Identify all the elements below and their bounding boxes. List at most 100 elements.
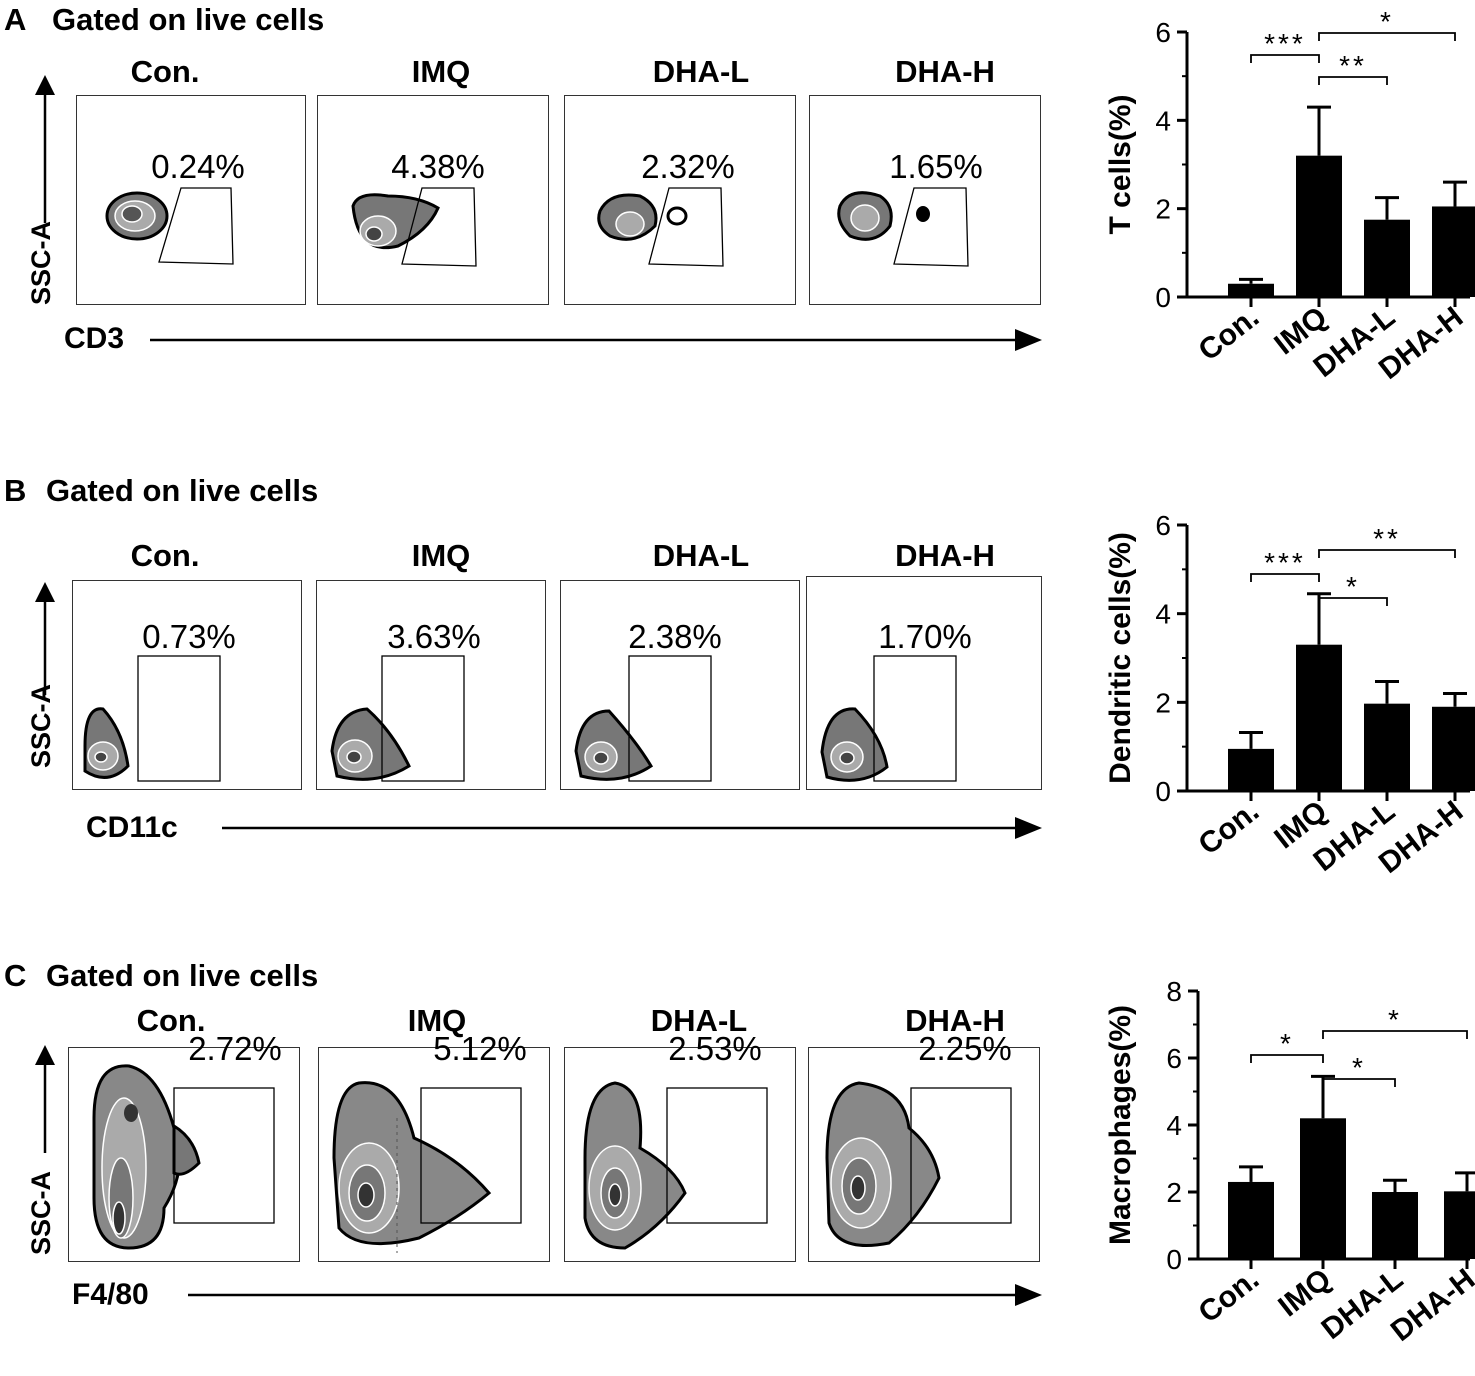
significance-bracket bbox=[1318, 549, 1456, 558]
flow-plot-imq bbox=[317, 95, 549, 305]
significance-label: ** bbox=[1339, 50, 1367, 81]
gate-percentage-dha-h: 2.25% bbox=[918, 1030, 1012, 1067]
x-axis-arrow bbox=[188, 1284, 1042, 1306]
gate-percentage-dha-h: 1.70% bbox=[878, 618, 972, 655]
bar-imq bbox=[1296, 644, 1342, 791]
y-tick-label: 8 bbox=[1166, 976, 1182, 1007]
group-label-con: Con. bbox=[136, 1003, 206, 1038]
y-tick-label: 4 bbox=[1155, 105, 1171, 136]
panel-letter: C bbox=[4, 958, 27, 993]
gate-title: Gated on live cells bbox=[46, 958, 319, 993]
flow-plot-dha-l bbox=[560, 580, 800, 790]
flow-plot-dha-h bbox=[809, 95, 1041, 305]
x-axis-marker-label: CD3 bbox=[64, 322, 125, 355]
y-tick-label: 2 bbox=[1166, 1177, 1182, 1208]
bar-imq bbox=[1300, 1118, 1346, 1259]
flow-contour-dha-l bbox=[597, 187, 724, 267]
flow-contour-dha-l bbox=[583, 1081, 768, 1250]
group-label-dha-l: DHA-L bbox=[650, 1003, 748, 1038]
flow-contour-imq bbox=[351, 187, 477, 267]
significance-label: ** bbox=[1373, 523, 1401, 554]
significance-bracket bbox=[1322, 1078, 1396, 1087]
gate-percentage-imq: 4.38% bbox=[391, 148, 485, 185]
group-label-imq: IMQ bbox=[407, 1003, 467, 1038]
significance-label: * bbox=[1388, 1004, 1402, 1035]
flow-contour-dha-h bbox=[837, 187, 969, 267]
flow-plot-dha-h bbox=[808, 1047, 1040, 1262]
significance-bracket bbox=[1318, 32, 1456, 41]
panel-c: C Gated on live cells Con. IMQ DHA-L DHA… bbox=[0, 950, 1475, 1376]
bar-imq bbox=[1296, 155, 1342, 297]
x-axis-arrow bbox=[222, 817, 1042, 839]
significance-bracket bbox=[1250, 1054, 1324, 1063]
x-axis-marker-label: CD11c bbox=[86, 811, 178, 844]
flow-contour-con bbox=[105, 187, 234, 265]
gate-percentage-con: 0.73% bbox=[142, 618, 236, 655]
flow-contour-imq bbox=[332, 1081, 522, 1253]
bar-dhah bbox=[1432, 206, 1475, 297]
group-label-dha-h: DHA-H bbox=[895, 54, 995, 89]
y-tick-label: 2 bbox=[1155, 687, 1171, 718]
gate-percentage-dha-l: 2.32% bbox=[641, 148, 735, 185]
panel-letter: B bbox=[4, 473, 27, 508]
y-tick-label: 6 bbox=[1155, 510, 1171, 541]
bar-con bbox=[1228, 283, 1274, 297]
flow-contour-con bbox=[83, 655, 221, 782]
significance-bracket bbox=[1318, 597, 1388, 606]
bar-dhah bbox=[1432, 706, 1475, 791]
flow-contour-dha-h bbox=[820, 655, 957, 782]
flow-contour-imq bbox=[330, 655, 465, 782]
gate-percentage-dha-h: 1.65% bbox=[889, 148, 983, 185]
flow-contour-dha-h bbox=[825, 1081, 1012, 1247]
flow-plot-dha-l bbox=[564, 1047, 796, 1262]
gate-percentage-imq: 5.12% bbox=[433, 1030, 527, 1067]
gate-title: Gated on live cells bbox=[52, 2, 325, 37]
gate-percentage-con: 0.24% bbox=[151, 148, 245, 185]
significance-bracket bbox=[1250, 54, 1320, 63]
bar-dhal bbox=[1364, 703, 1410, 791]
flow-plot-imq bbox=[318, 1047, 550, 1262]
bar-dhal bbox=[1364, 219, 1410, 297]
bar-con bbox=[1228, 1181, 1274, 1259]
significance-bracket bbox=[1322, 1030, 1468, 1039]
group-label-dha-l: DHA-L bbox=[652, 538, 750, 573]
flow-contour-con bbox=[92, 1064, 275, 1250]
y-tick-label: 0 bbox=[1166, 1244, 1182, 1275]
group-label-dha-h: DHA-H bbox=[895, 538, 995, 573]
group-label-con: Con. bbox=[130, 54, 200, 89]
flow-plot-con bbox=[76, 95, 306, 305]
group-label-imq: IMQ bbox=[411, 538, 471, 573]
panel-b: B Gated on live cells Con. IMQ DHA-L DHA… bbox=[0, 470, 1475, 960]
x-tick-label: Con. bbox=[1192, 1263, 1265, 1330]
bar-dhah bbox=[1444, 1191, 1475, 1259]
y-axis-title: Dendritic cells(%) bbox=[1104, 532, 1137, 784]
flow-plot-dha-l bbox=[564, 95, 796, 305]
significance-label: * bbox=[1346, 571, 1360, 602]
y-axis-title: Macrophages(%) bbox=[1104, 1005, 1137, 1245]
y-tick-label: 6 bbox=[1166, 1043, 1182, 1074]
panel-letter: A bbox=[4, 2, 27, 37]
group-label-dha-h: DHA-H bbox=[905, 1003, 1005, 1038]
x-axis-arrow bbox=[150, 329, 1042, 351]
panel-a: A Gated on live cells Con. IMQ DHA-L DHA… bbox=[0, 0, 1475, 470]
flow-plot-dha-h bbox=[806, 576, 1042, 790]
y-axis-title: T cells(%) bbox=[1104, 94, 1137, 234]
flow-plot-con bbox=[68, 1047, 300, 1262]
significance-label: *** bbox=[1264, 547, 1306, 578]
y-tick-label: 6 bbox=[1155, 17, 1171, 48]
significance-bracket bbox=[1318, 76, 1388, 85]
significance-bracket bbox=[1250, 573, 1320, 582]
gate-percentage-dha-l: 2.38% bbox=[628, 618, 722, 655]
gate-percentage-dha-l: 2.53% bbox=[668, 1030, 762, 1067]
y-axis-marker-label: SSC-A bbox=[26, 1170, 56, 1255]
y-axis-arrow bbox=[35, 75, 55, 223]
y-axis-arrow bbox=[35, 1045, 55, 1153]
y-tick-label: 0 bbox=[1155, 776, 1171, 807]
y-tick-label: 0 bbox=[1155, 282, 1171, 313]
group-label-con: Con. bbox=[130, 538, 200, 573]
significance-label: * bbox=[1352, 1052, 1366, 1083]
y-axis-arrow bbox=[35, 582, 55, 695]
flow-contour-dha-l bbox=[574, 655, 712, 782]
